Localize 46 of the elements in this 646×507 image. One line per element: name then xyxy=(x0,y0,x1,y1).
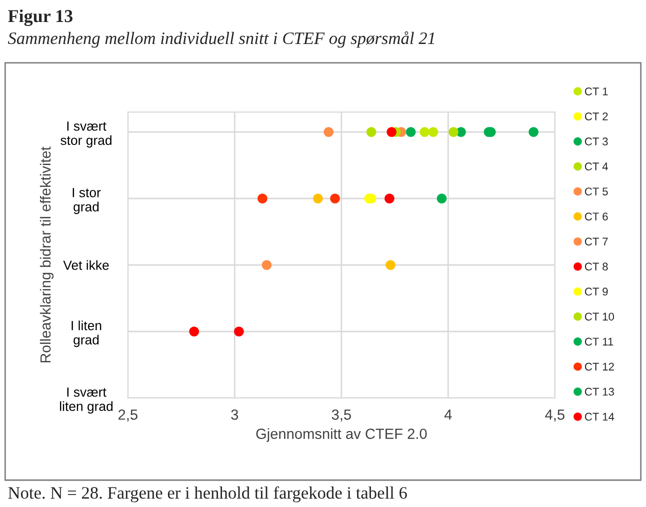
y-tick-label: I stor grad xyxy=(72,188,101,214)
point xyxy=(189,326,200,336)
point xyxy=(384,194,394,204)
point xyxy=(406,127,416,137)
y-tick-label: I liten grad xyxy=(72,320,102,348)
legend-label: CT 13 xyxy=(584,388,614,396)
point xyxy=(436,194,447,204)
legend-label: CT 7 xyxy=(584,238,608,246)
legend-label: CT 9 xyxy=(584,288,608,296)
x-tick-label: 3,5 xyxy=(332,409,351,422)
legend-label: CT 2 xyxy=(584,112,608,120)
legend-label: CT 3 xyxy=(584,138,608,146)
point xyxy=(386,127,396,137)
point xyxy=(386,260,396,270)
legend-label: CT 4 xyxy=(584,162,608,170)
legend-label: CT 11 xyxy=(584,338,614,346)
legend-label: CT 14 xyxy=(584,412,614,421)
legend-label: CT 12 xyxy=(584,362,614,371)
point xyxy=(448,127,458,137)
legend-label: CT 8 xyxy=(584,262,608,271)
x-tick-label: 3 xyxy=(231,409,238,420)
point xyxy=(258,194,268,204)
point xyxy=(234,326,244,336)
point xyxy=(324,127,334,137)
text: Note. N = 28. Fargene er i henhold til fargekode i tabell 6 xyxy=(8,486,407,502)
x-tick-label: 4,5 xyxy=(545,410,564,422)
point xyxy=(313,194,323,204)
legend-label: CT 1 xyxy=(584,87,608,96)
y-tick-label: I svært stor grad xyxy=(60,122,112,148)
point xyxy=(528,127,538,137)
chart-subtitle: Sammenheng mellom individuell snitt i CTEF og spørsmål 21 xyxy=(8,31,434,48)
point xyxy=(428,127,438,137)
point xyxy=(330,194,340,204)
x-tick-label: 2,5 xyxy=(118,409,138,422)
legend-label: CT 10 xyxy=(584,312,614,321)
legend-label: CT 6 xyxy=(584,212,608,220)
point xyxy=(262,260,272,270)
point xyxy=(366,127,376,137)
point xyxy=(420,127,430,137)
legend-label: CT 5 xyxy=(584,188,608,196)
chart-title: Figur 13 xyxy=(8,9,73,26)
y-axis-title: Rolleavklaring bidrar til effektivitet xyxy=(40,146,54,362)
y-tick-label: I svært liten grad xyxy=(60,388,113,414)
x-tick-label: 4 xyxy=(444,410,452,420)
x-axis-title: Gjennomsnitt av CTEF 2.0 xyxy=(256,428,427,442)
y-tick-label: Vet ikke xyxy=(63,260,109,270)
